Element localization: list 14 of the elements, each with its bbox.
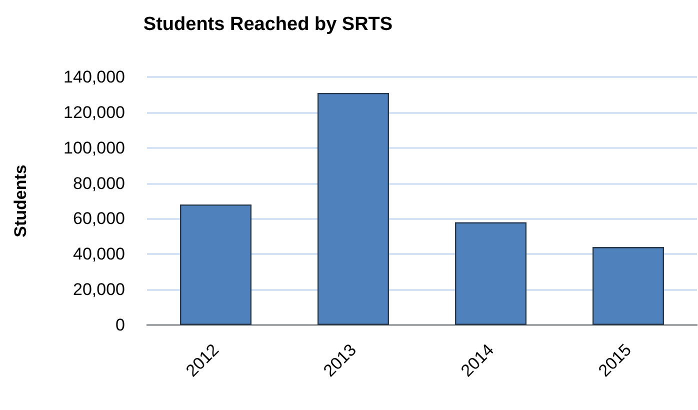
y-tick-label: 80,000 (73, 174, 125, 193)
chart-title: Students Reached by SRTS (143, 14, 393, 35)
y-tick-label: 20,000 (73, 280, 125, 300)
y-tick-label: 60,000 (73, 209, 125, 228)
y-axis-title: Students (11, 164, 30, 238)
y-tick-label: 40,000 (73, 244, 125, 264)
y-tick-label: 140,000 (64, 68, 125, 86)
y-tick-label: 120,000 (64, 102, 125, 122)
bar (592, 247, 664, 325)
bar (180, 204, 252, 325)
y-tick-label: 100,000 (64, 138, 125, 158)
y-tick-label: 0 (116, 316, 125, 334)
bar (455, 222, 526, 325)
bar (318, 92, 389, 325)
